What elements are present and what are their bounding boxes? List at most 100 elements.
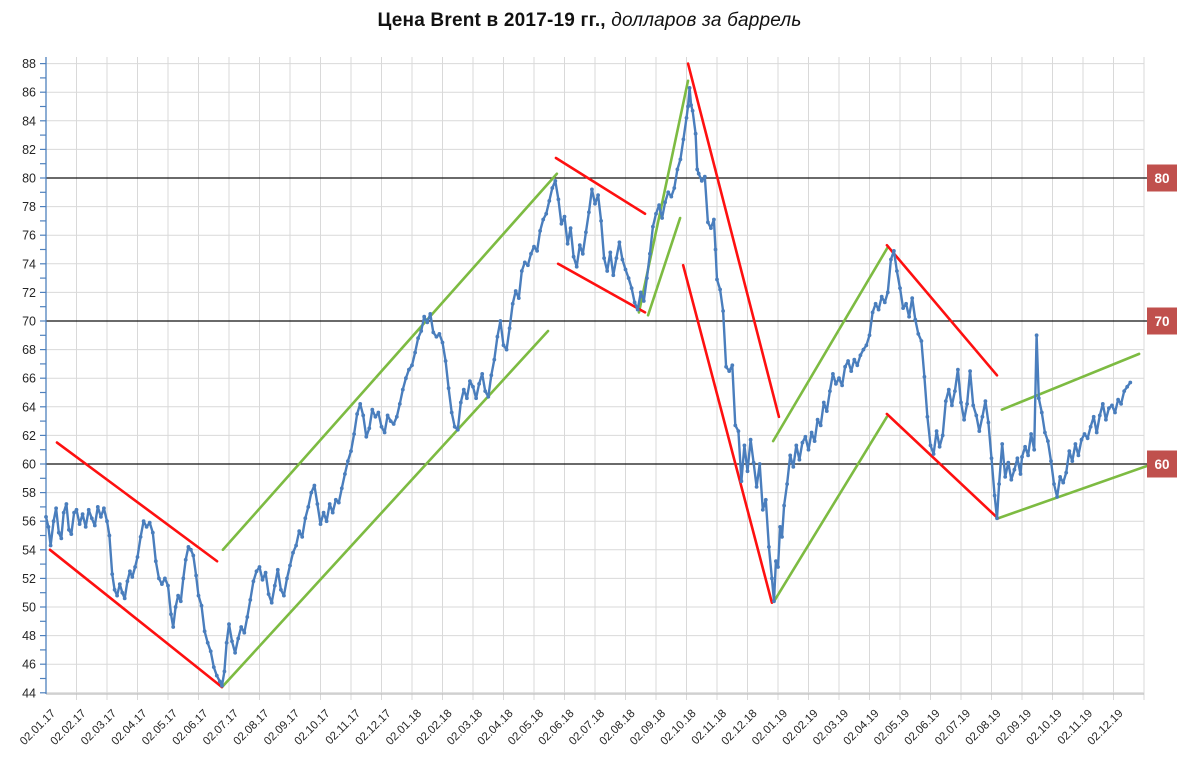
price-marker [538, 229, 542, 233]
price-marker [1009, 477, 1014, 482]
price-marker [489, 373, 494, 378]
price-marker [171, 625, 176, 629]
price-marker [189, 547, 193, 552]
price-marker [465, 396, 469, 401]
price-marker [971, 403, 976, 408]
price-marker [1113, 410, 1117, 415]
price-marker [95, 505, 100, 509]
price-marker [1128, 380, 1133, 385]
green-trend-line [1000, 352, 1141, 411]
price-marker [712, 217, 716, 222]
price-marker [1088, 424, 1093, 429]
price-marker [709, 226, 713, 231]
price-marker [815, 417, 820, 422]
y-axis-label: 82 [22, 143, 36, 157]
price-marker [1097, 413, 1102, 418]
price-marker [980, 414, 985, 419]
price-marker [574, 264, 579, 269]
price-marker [580, 251, 585, 256]
price-marker [471, 384, 475, 389]
price-marker [666, 190, 671, 195]
y-axis-label: 86 [22, 86, 36, 100]
price-marker [760, 507, 765, 512]
price-marker [1036, 396, 1041, 401]
price-marker [623, 267, 628, 272]
price-marker [288, 563, 292, 568]
y-axis-label: 48 [22, 629, 36, 643]
price-marker [269, 600, 274, 605]
price-marker [318, 522, 323, 526]
price-marker [364, 434, 369, 439]
price-marker [1029, 432, 1033, 436]
price-marker [663, 200, 667, 205]
price-marker [407, 367, 411, 372]
price-marker [840, 383, 844, 388]
price-marker [153, 559, 158, 564]
price-marker [72, 510, 76, 515]
price-marker [245, 615, 250, 619]
red-trend-line [885, 412, 1000, 520]
price-marker [336, 500, 341, 505]
price-marker [1058, 475, 1062, 479]
price-marker [61, 510, 66, 515]
price-marker [626, 276, 631, 280]
price-marker [1070, 459, 1075, 463]
price-marker [492, 357, 497, 362]
price-marker [681, 137, 686, 142]
price-marker [922, 374, 927, 379]
y-axis-label: 64 [22, 400, 36, 414]
price-marker [431, 330, 436, 335]
price-marker [211, 665, 216, 669]
price-marker [772, 599, 776, 604]
price-marker [590, 187, 594, 192]
green-trend-line [646, 216, 682, 317]
price-marker [748, 437, 753, 442]
price-marker [54, 506, 58, 511]
price-marker [689, 103, 693, 107]
price-marker [925, 414, 930, 419]
price-marker [130, 575, 135, 579]
price-marker [483, 389, 488, 393]
price-marker [242, 630, 247, 635]
price-marker [919, 339, 924, 343]
price-marker [330, 510, 335, 515]
price-marker [1107, 406, 1111, 411]
price-marker [608, 250, 613, 255]
price-marker [397, 402, 402, 406]
price-marker [486, 394, 491, 399]
price-marker [127, 569, 132, 574]
price-marker [1116, 397, 1120, 402]
price-marker [361, 413, 366, 418]
price-marker [461, 387, 466, 392]
red-trend-line [48, 548, 224, 689]
chart-title-main: Цена Brent в 2017-19 гг., [377, 10, 606, 31]
price-marker [782, 503, 786, 508]
price-marker [713, 247, 718, 252]
price-marker [559, 221, 564, 226]
price-marker [849, 369, 854, 373]
price-marker [617, 240, 622, 245]
price-marker [718, 287, 722, 292]
price-marker [898, 286, 902, 290]
price-marker [910, 296, 915, 300]
price-marker [974, 413, 979, 418]
y-axis-label: 84 [22, 114, 36, 128]
price-marker [928, 443, 933, 448]
price-marker [596, 193, 600, 198]
price-marker [367, 426, 372, 431]
price-marker [327, 502, 332, 506]
threshold-badge-label: 60 [1154, 457, 1169, 472]
price-marker [321, 510, 326, 515]
threshold-badge-label: 70 [1154, 314, 1169, 329]
price-marker [48, 543, 53, 548]
price-marker [516, 296, 521, 300]
price-marker [217, 679, 222, 684]
y-axis-labels: 44 46 48 50 52 54 56 58 60 62 64 66 68 70 72 74 76 78 80 82… [22, 57, 36, 700]
price-marker [702, 174, 707, 179]
price-marker [263, 570, 268, 575]
price-marker [544, 211, 549, 216]
price-marker [56, 530, 61, 535]
price-marker [568, 226, 573, 231]
price-marker [169, 612, 173, 617]
price-marker [147, 520, 152, 525]
